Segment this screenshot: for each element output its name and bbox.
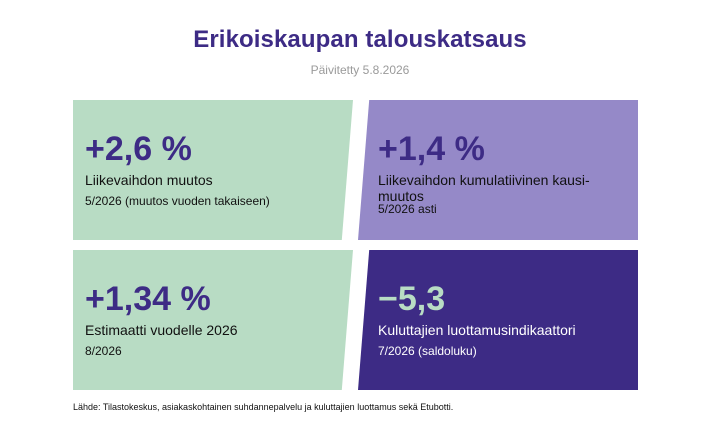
kpi-label: Kuluttajien luottamusindikaattori	[378, 322, 576, 338]
updated-date: Päivitetty 5.8.2026	[310, 63, 410, 77]
kpi-value: −5,3	[378, 280, 446, 318]
kpi-card-cumulative-change: +1,4 % Liikevaihdon kumulatiivinen kausi…	[358, 100, 638, 240]
kpi-note: 8/2026	[85, 344, 122, 358]
kpi-card-consumer-confidence: −5,3 Kuluttajien luottamusindikaattori 7…	[358, 250, 638, 390]
kpi-note: 5/2026 (muutos vuoden takaiseen)	[85, 194, 270, 208]
kpi-label: Liikevaihdon muutos	[85, 172, 213, 188]
kpi-label: Estimaatti vuodelle 2026	[85, 322, 238, 338]
kpi-card-revenue-change: +2,6 % Liikevaihdon muutos 5/2026 (muuto…	[73, 100, 353, 240]
kpi-label: Liikevaihdon kumulatiivinen kausi-muutos	[378, 172, 590, 204]
kpi-value: +2,6 %	[85, 130, 192, 168]
source-note: Lähde: Tilastokeskus, asiakaskohtainen s…	[73, 402, 454, 412]
page-title: Erikoiskaupan talouskatsaus	[193, 26, 527, 53]
kpi-note: 7/2026 (saldoluku)	[378, 344, 477, 358]
kpi-note: 5/2026 asti	[378, 202, 437, 216]
kpi-card-estimate: +1,34 % Estimaatti vuodelle 2026 8/2026	[73, 250, 353, 390]
kpi-value: +1,34 %	[85, 280, 211, 318]
kpi-value: +1,4 %	[378, 130, 485, 168]
